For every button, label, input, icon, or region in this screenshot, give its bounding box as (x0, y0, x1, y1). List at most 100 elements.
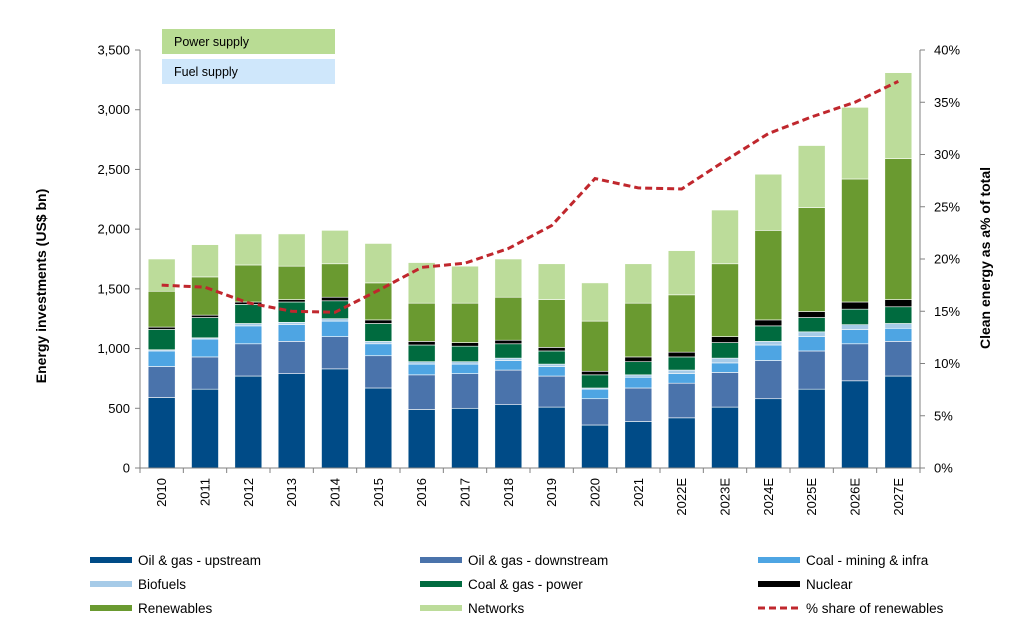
legend-swatch (758, 581, 800, 587)
x-tick-label: 2017 (458, 478, 473, 507)
bar-segment (321, 263, 349, 298)
bar-segment (797, 388, 826, 469)
bar-segment (321, 300, 349, 320)
bar-segment (841, 329, 869, 345)
bar-segment (234, 264, 263, 303)
bar-segment (581, 424, 609, 469)
bar-segment (841, 301, 869, 310)
y-axis-title: Energy investments (US$ bn) (33, 189, 49, 384)
x-tick-label: 2023E (718, 478, 733, 516)
y-tick-label: 3,000 (97, 102, 130, 117)
bar-segment (581, 282, 609, 322)
bar-segment (364, 282, 393, 321)
x-tick-label: 2025E (804, 478, 819, 516)
bar-segment (754, 341, 783, 346)
bar-segment (624, 356, 653, 363)
bar-segment (191, 388, 219, 469)
x-tick-label: 2016 (414, 478, 429, 507)
bar-segment (797, 331, 826, 337)
bar-segment (581, 374, 609, 389)
legend-swatch (90, 557, 132, 563)
bar-segment (754, 360, 783, 400)
legend-label: Nuclear (806, 577, 853, 592)
fuel-supply-label: Fuel supply (174, 65, 239, 79)
legend-swatch (420, 581, 462, 587)
axes: 0 500 1,000 1,500 2,000 2,500 3,000 3,500 0% 5% 10… (97, 43, 960, 516)
y-tick-label: 1,000 (97, 341, 130, 356)
bar-segment (451, 265, 479, 304)
bar-segment (841, 380, 869, 469)
bar-segment (667, 294, 696, 353)
y2-tick-label: 10% (934, 356, 960, 371)
bar-segment (321, 336, 349, 370)
fuel-supply-box (162, 59, 335, 84)
bar-segment (191, 244, 219, 278)
legend-swatch (420, 605, 462, 611)
x-tick-label: 2019 (544, 478, 559, 507)
bar-segment (364, 319, 393, 324)
x-tick-label: 2010 (154, 478, 169, 507)
bar-segment (277, 373, 306, 469)
bar-segment (147, 366, 176, 398)
bar-segment (277, 233, 306, 267)
bar-segment (191, 317, 219, 339)
bar-segment (797, 336, 826, 352)
bar-segment (407, 409, 436, 469)
bar-segment (234, 233, 263, 266)
bar-segment (147, 329, 176, 351)
bar-segment (407, 361, 436, 365)
x-tick-label: 2013 (284, 478, 299, 507)
bar-segment (624, 374, 653, 378)
bar-segment (494, 369, 523, 406)
x-tick-label: 2015 (371, 478, 386, 507)
y2-tick-label: 30% (934, 147, 960, 162)
bar-segment (711, 362, 739, 373)
bar-segment (667, 250, 696, 296)
y2-tick-label: 15% (934, 304, 960, 319)
bar-segment (277, 341, 306, 374)
bar-segment (494, 357, 523, 361)
bar-segment (624, 421, 653, 469)
bar-segment (754, 325, 783, 342)
bar-segment (234, 323, 263, 327)
bar-segment (884, 327, 913, 342)
bar-segment (667, 369, 696, 374)
bar-segment (711, 357, 739, 364)
bar-segment (147, 326, 176, 330)
bar-segment (884, 299, 913, 308)
bar-segment (667, 356, 696, 371)
bar-segment (494, 404, 523, 469)
bar-segment (841, 324, 869, 330)
bar-segment (624, 387, 653, 422)
x-tick-label: 2022E (674, 478, 689, 516)
legend-label: Coal - mining & infra (806, 553, 929, 568)
legend-swatch (758, 557, 800, 563)
bar-segment (234, 343, 263, 377)
power-supply-label: Power supply (174, 35, 250, 49)
bar-segment (537, 375, 566, 408)
bar-segment (407, 363, 436, 376)
y2-tick-label: 25% (934, 199, 960, 214)
bar-segment (321, 230, 349, 265)
bar-segment (321, 296, 349, 302)
bar-segment (537, 347, 566, 352)
bar-segment (884, 375, 913, 469)
bar-segment (667, 417, 696, 469)
y-tick-label: 2,000 (97, 222, 130, 237)
bar-segment (451, 363, 479, 374)
bar-segment (147, 397, 176, 469)
bar-segment (494, 360, 523, 371)
bar-segment (884, 341, 913, 377)
bar-segment (797, 350, 826, 390)
bar-segment (884, 158, 913, 300)
bar-segment (711, 342, 739, 359)
y-tick-label: 0 (123, 461, 130, 476)
bar-segment (494, 339, 523, 345)
legend-label: Networks (468, 601, 525, 616)
legend: Oil & gas - upstream Oil & gas - downstre… (90, 553, 944, 616)
legend-swatch (420, 557, 462, 563)
legend-swatch (90, 605, 132, 611)
bar-segment (884, 323, 913, 329)
bar-segment (494, 343, 523, 359)
x-tick-label: 2011 (198, 478, 213, 506)
